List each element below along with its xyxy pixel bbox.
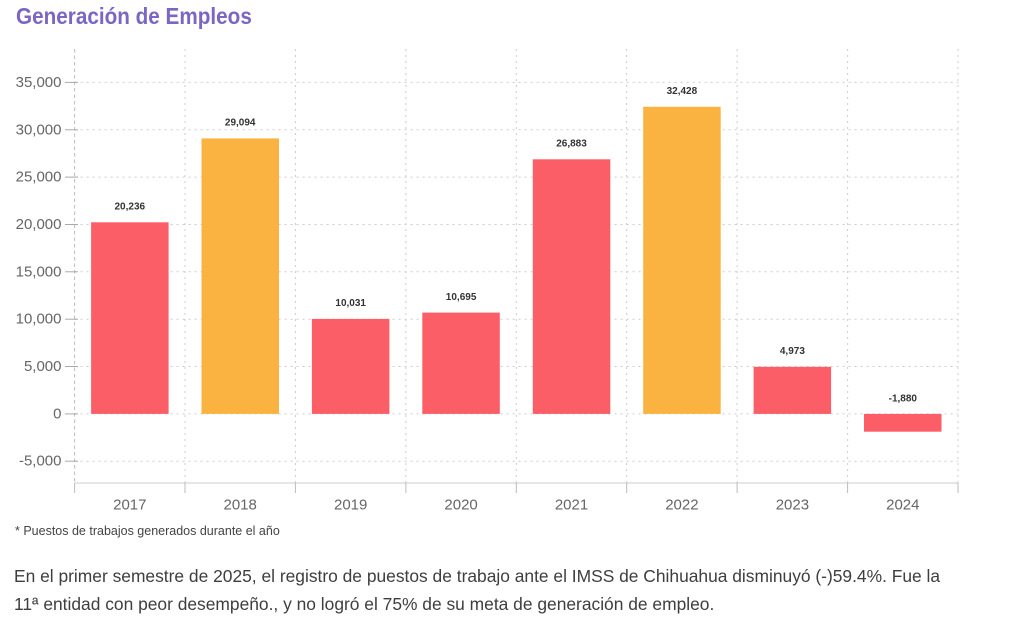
svg-text:2024: 2024 xyxy=(886,496,919,513)
svg-text:5,000: 5,000 xyxy=(24,358,62,375)
svg-text:-1,880: -1,880 xyxy=(889,394,918,405)
svg-text:10,000: 10,000 xyxy=(16,311,62,328)
svg-text:32,428: 32,428 xyxy=(667,86,698,97)
svg-text:2022: 2022 xyxy=(665,496,698,513)
svg-text:2021: 2021 xyxy=(555,496,588,513)
svg-text:2020: 2020 xyxy=(444,496,477,513)
svg-text:15,000: 15,000 xyxy=(16,263,62,280)
svg-text:29,094: 29,094 xyxy=(225,118,256,129)
svg-text:2018: 2018 xyxy=(224,496,257,513)
svg-text:-5,000: -5,000 xyxy=(19,453,62,470)
svg-text:10,695: 10,695 xyxy=(446,292,477,303)
svg-text:4,973: 4,973 xyxy=(780,346,805,357)
svg-text:2023: 2023 xyxy=(776,496,809,513)
svg-text:0: 0 xyxy=(53,405,61,422)
svg-text:30,000: 30,000 xyxy=(16,121,62,138)
svg-text:20,236: 20,236 xyxy=(115,202,146,213)
svg-text:2019: 2019 xyxy=(334,496,367,513)
svg-text:20,000: 20,000 xyxy=(16,216,62,233)
svg-text:10,031: 10,031 xyxy=(335,298,366,309)
svg-text:35,000: 35,000 xyxy=(16,74,62,91)
svg-text:2017: 2017 xyxy=(113,496,146,513)
svg-text:25,000: 25,000 xyxy=(16,169,62,186)
svg-text:26,883: 26,883 xyxy=(556,139,587,150)
